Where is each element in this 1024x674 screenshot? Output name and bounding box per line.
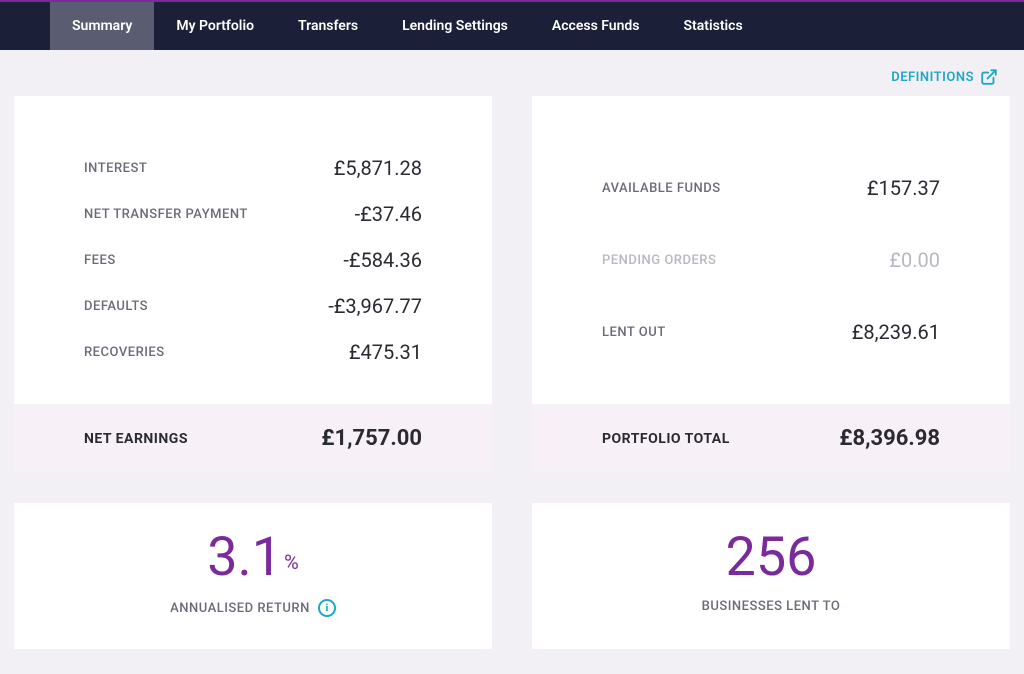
earnings-footer: NET EARNINGS £1,757.00 <box>14 404 492 473</box>
earnings-card: INTEREST £5,871.28 NET TRANSFER PAYMENT … <box>14 96 492 473</box>
row-value: -£584.36 <box>343 248 422 272</box>
row-label: INTEREST <box>84 161 147 176</box>
earnings-row-interest: INTEREST £5,871.28 <box>84 156 422 180</box>
portfolio-row-lent-out: LENT OUT £8,239.61 <box>602 320 940 344</box>
portfolio-total-label: PORTFOLIO TOTAL <box>602 431 730 447</box>
row-label: AVAILABLE FUNDS <box>602 181 721 196</box>
row-value: £157.37 <box>867 176 940 200</box>
external-link-icon <box>980 68 998 86</box>
portfolio-footer: PORTFOLIO TOTAL £8,396.98 <box>532 404 1010 473</box>
earnings-row-fees: FEES -£584.36 <box>84 248 422 272</box>
annualised-return-value-wrap: 3.1% <box>34 531 472 585</box>
top-nav: Summary My Portfolio Transfers Lending S… <box>0 0 1024 50</box>
annualised-return-suffix: % <box>284 550 299 574</box>
earnings-row-defaults: DEFAULTS -£3,967.77 <box>84 294 422 318</box>
businesses-value: 256 <box>552 531 990 585</box>
businesses-card: 256 BUSINESSES LENT TO <box>532 503 1010 649</box>
annualised-return-card: 3.1% ANNUALISED RETURN i <box>14 503 492 649</box>
businesses-label-row: BUSINESSES LENT TO <box>552 599 990 614</box>
definitions-row: DEFINITIONS <box>14 68 1010 86</box>
tab-transfers[interactable]: Transfers <box>276 2 380 50</box>
portfolio-card: AVAILABLE FUNDS £157.37 PENDING ORDERS £… <box>532 96 1010 473</box>
earnings-body: INTEREST £5,871.28 NET TRANSFER PAYMENT … <box>14 96 492 404</box>
portfolio-total-value: £8,396.98 <box>839 426 940 451</box>
row-value: £475.31 <box>349 340 422 364</box>
tab-statistics[interactable]: Statistics <box>662 2 765 50</box>
businesses-label: BUSINESSES LENT TO <box>702 599 841 614</box>
portfolio-row-pending: PENDING ORDERS £0.00 <box>602 248 940 272</box>
row-value: £8,239.61 <box>852 320 940 344</box>
annualised-return-label-row: ANNUALISED RETURN i <box>34 599 472 617</box>
row-label: NET TRANSFER PAYMENT <box>84 207 248 222</box>
stats-row: 3.1% ANNUALISED RETURN i 256 BUSINESSES … <box>14 503 1010 649</box>
row-value: £0.00 <box>889 248 940 272</box>
info-icon[interactable]: i <box>318 599 336 617</box>
annualised-return-value: 3.1 <box>207 526 282 589</box>
row-label: LENT OUT <box>602 325 666 340</box>
row-label: DEFAULTS <box>84 299 148 314</box>
content-area: DEFINITIONS INTEREST £5,871.28 NET TRANS… <box>0 50 1024 649</box>
tab-access-funds[interactable]: Access Funds <box>530 2 662 50</box>
row-value: -£37.46 <box>355 202 422 226</box>
net-earnings-value: £1,757.00 <box>321 426 422 451</box>
row-label: PENDING ORDERS <box>602 253 716 268</box>
tab-my-portfolio[interactable]: My Portfolio <box>154 2 276 50</box>
portfolio-body: AVAILABLE FUNDS £157.37 PENDING ORDERS £… <box>532 96 1010 404</box>
row-value: -£3,967.77 <box>328 294 422 318</box>
row-label: RECOVERIES <box>84 345 165 360</box>
definitions-label: DEFINITIONS <box>891 70 974 85</box>
tab-summary[interactable]: Summary <box>50 2 154 50</box>
earnings-row-recoveries: RECOVERIES £475.31 <box>84 340 422 364</box>
portfolio-row-available: AVAILABLE FUNDS £157.37 <box>602 176 940 200</box>
row-value: £5,871.28 <box>334 156 422 180</box>
summary-cards-row: INTEREST £5,871.28 NET TRANSFER PAYMENT … <box>14 96 1010 473</box>
annualised-return-label: ANNUALISED RETURN <box>170 601 310 616</box>
definitions-link[interactable]: DEFINITIONS <box>891 68 998 86</box>
tab-lending-settings[interactable]: Lending Settings <box>380 2 530 50</box>
earnings-row-net-transfer: NET TRANSFER PAYMENT -£37.46 <box>84 202 422 226</box>
net-earnings-label: NET EARNINGS <box>84 431 188 447</box>
row-label: FEES <box>84 253 116 268</box>
